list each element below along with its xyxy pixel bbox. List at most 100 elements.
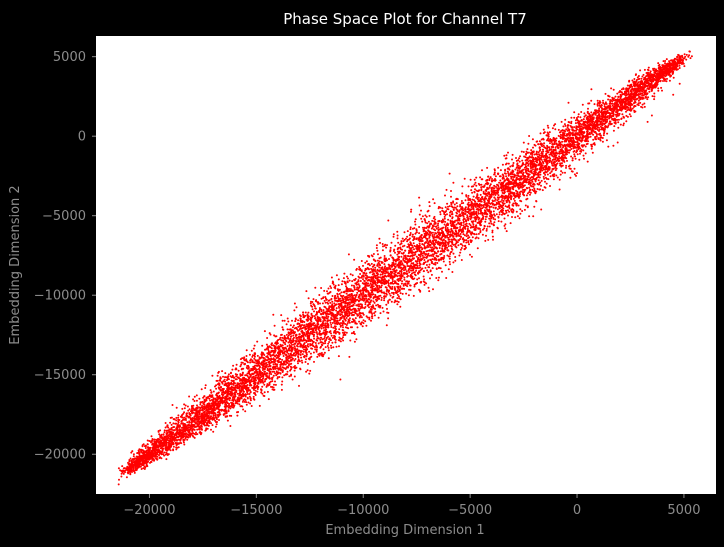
scatter-point (358, 316, 361, 319)
scatter-point (465, 241, 468, 244)
scatter-point (305, 331, 308, 333)
scatter-point (567, 101, 570, 104)
scatter-point (577, 115, 580, 118)
scatter-point (363, 280, 366, 282)
scatter-point (474, 188, 476, 191)
scatter-point (409, 243, 412, 246)
scatter-point (329, 285, 332, 288)
scatter-point (190, 423, 193, 426)
scatter-point (383, 299, 386, 302)
scatter-point (661, 89, 663, 92)
scatter-point (491, 231, 494, 234)
scatter-point (519, 212, 522, 215)
scatter-point (297, 358, 300, 361)
scatter-point (493, 214, 496, 217)
scatter-point (467, 185, 470, 188)
scatter-point (423, 259, 426, 261)
scatter-point (250, 378, 253, 381)
scatter-point (540, 184, 542, 187)
scatter-point (514, 216, 517, 219)
scatter-point (622, 122, 625, 125)
scatter-point (515, 157, 517, 159)
scatter-point (423, 283, 426, 286)
scatter-point (309, 302, 312, 305)
scatter-point (183, 443, 186, 446)
scatter-point (484, 220, 487, 223)
scatter-point (610, 116, 613, 119)
scatter-point (330, 297, 333, 300)
scatter-point (324, 296, 327, 298)
scatter-point (377, 273, 379, 276)
scatter-point (569, 176, 572, 179)
scatter-point (475, 214, 478, 217)
scatter-point (261, 369, 264, 371)
scatter-point (412, 239, 415, 242)
scatter-point (302, 337, 305, 340)
scatter-point (383, 297, 386, 300)
scatter-point (274, 380, 276, 383)
scatter-point (337, 298, 340, 301)
scatter-point (552, 178, 555, 181)
scatter-point (600, 120, 603, 123)
scatter-point (564, 118, 567, 121)
scatter-point (348, 355, 351, 358)
scatter-point (402, 251, 405, 254)
scatter-point (245, 349, 248, 352)
scatter-point (505, 211, 508, 214)
scatter-point (304, 314, 307, 317)
scatter-point (420, 246, 423, 249)
scatter-point (423, 244, 426, 247)
scatter-point (236, 414, 239, 417)
scatter-point (380, 299, 383, 301)
scatter-point (464, 227, 467, 230)
scatter-point (364, 320, 367, 323)
scatter-point (399, 274, 402, 277)
scatter-point (355, 304, 358, 307)
scatter-point (581, 103, 584, 106)
scatter-point (418, 260, 421, 263)
scatter-point (389, 254, 392, 257)
scatter-point (378, 237, 381, 240)
scatter-point (485, 215, 488, 218)
scatter-point (524, 204, 527, 207)
scatter-point (626, 115, 629, 118)
scatter-point (546, 173, 549, 176)
scatter-point (617, 121, 620, 124)
scatter-point (597, 138, 600, 140)
scatter-point (430, 259, 432, 262)
scatter-point (396, 297, 399, 300)
scatter-point (313, 337, 316, 340)
scatter-point (419, 255, 422, 258)
scatter-point (454, 259, 457, 262)
scatter-point (447, 218, 450, 221)
scatter-point (645, 75, 648, 78)
scatter-point (542, 150, 545, 153)
scatter-point (276, 367, 279, 370)
scatter-point (256, 354, 259, 357)
scatter-point (560, 170, 563, 173)
scatter-point (298, 360, 301, 363)
scatter-point (215, 394, 218, 396)
scatter-point (454, 256, 457, 258)
scatter-point (488, 217, 491, 220)
scatter-point (522, 141, 525, 144)
scatter-point (117, 467, 120, 470)
scatter-point (193, 400, 196, 402)
scatter-point (477, 209, 480, 212)
scatter-point (273, 383, 275, 386)
scatter-point (317, 302, 320, 305)
scatter-point (472, 208, 475, 211)
scatter-point (305, 358, 307, 361)
scatter-point (459, 205, 462, 208)
scatter-point (552, 151, 555, 154)
scatter-point (605, 139, 608, 142)
scatter-point (418, 277, 420, 280)
scatter-point (337, 355, 340, 358)
scatter-point (497, 166, 500, 169)
scatter-point (455, 202, 458, 205)
scatter-point (507, 172, 510, 175)
scatter-point (406, 255, 409, 257)
scatter-point (314, 286, 317, 289)
scatter-point (452, 243, 455, 246)
scatter-point (326, 308, 329, 311)
